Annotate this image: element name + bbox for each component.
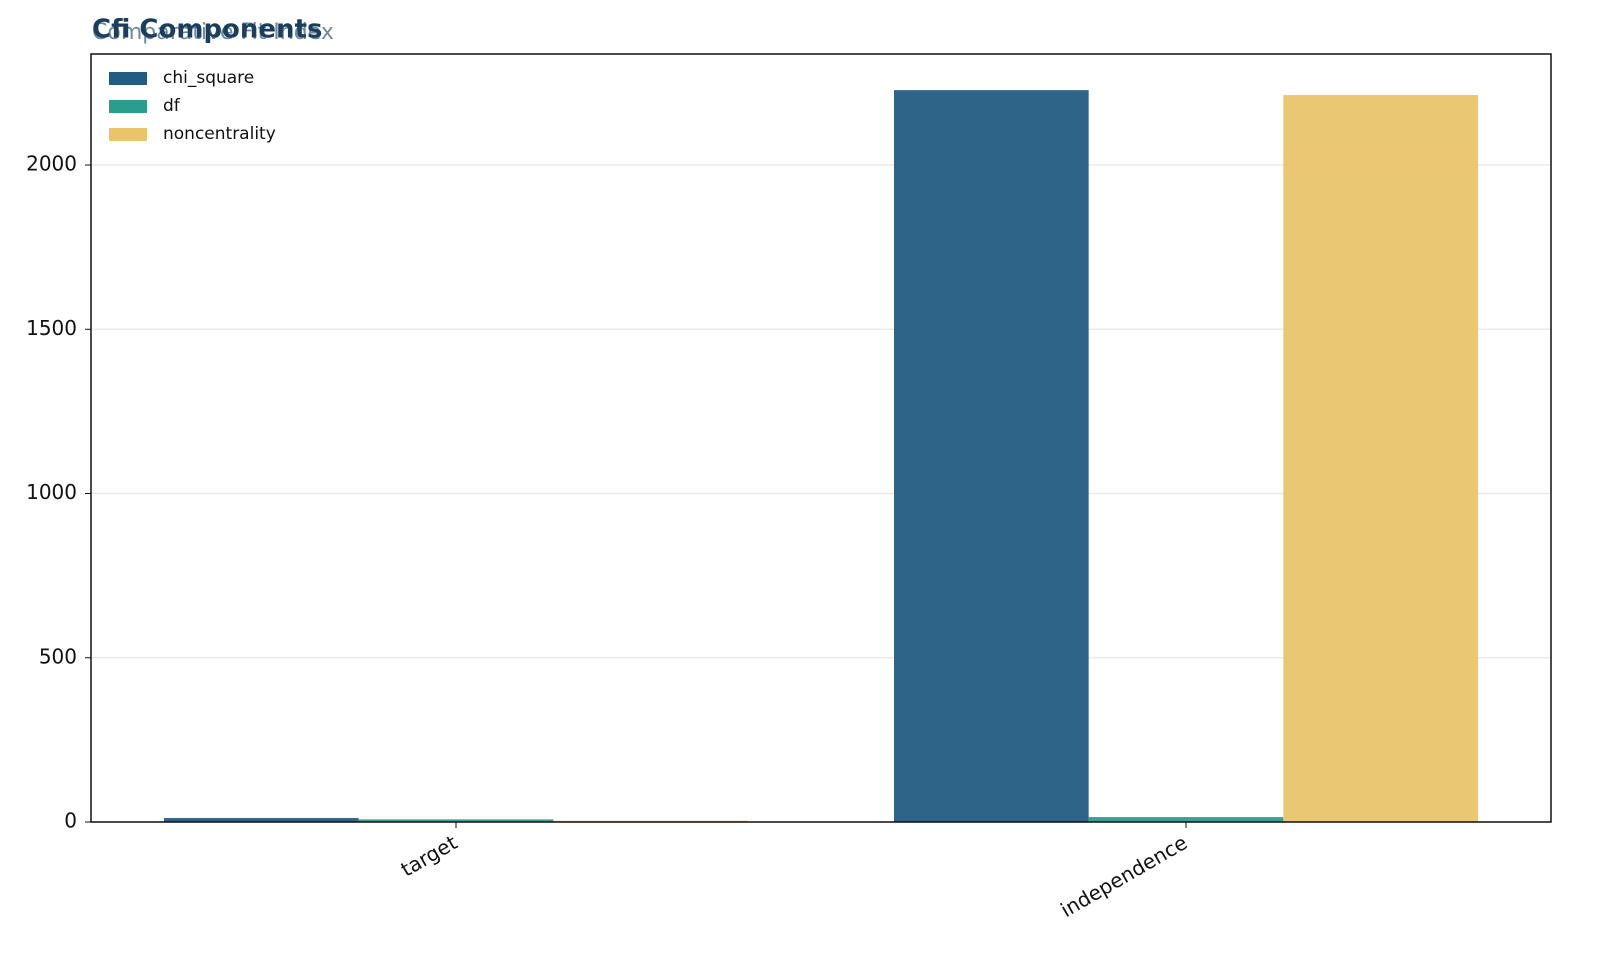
legend-label: df xyxy=(163,96,181,116)
y-tick-label: 500 xyxy=(39,644,77,668)
bar xyxy=(894,90,1089,823)
x-tick-label: independence xyxy=(1056,830,1191,922)
legend-swatch xyxy=(109,100,147,113)
y-tick-label: 1500 xyxy=(26,316,77,340)
chart-title: Cfi Components xyxy=(92,15,322,45)
x-tick-label: target xyxy=(397,830,462,881)
bar xyxy=(1088,817,1284,822)
y-tick-label: 2000 xyxy=(26,152,77,176)
legend-swatch xyxy=(109,128,147,141)
legend-label: noncentrality xyxy=(163,124,276,144)
y-tick-label: 0 xyxy=(64,809,77,833)
bar xyxy=(1283,95,1478,823)
plot-frame xyxy=(90,53,1552,823)
chart-subtitle: Comparative Fit Index xyxy=(92,20,334,45)
bar xyxy=(358,819,554,822)
legend-label: chi_square xyxy=(163,68,254,88)
bar xyxy=(164,818,359,822)
y-tick-label: 1000 xyxy=(26,480,77,504)
legend-swatch xyxy=(109,72,147,85)
